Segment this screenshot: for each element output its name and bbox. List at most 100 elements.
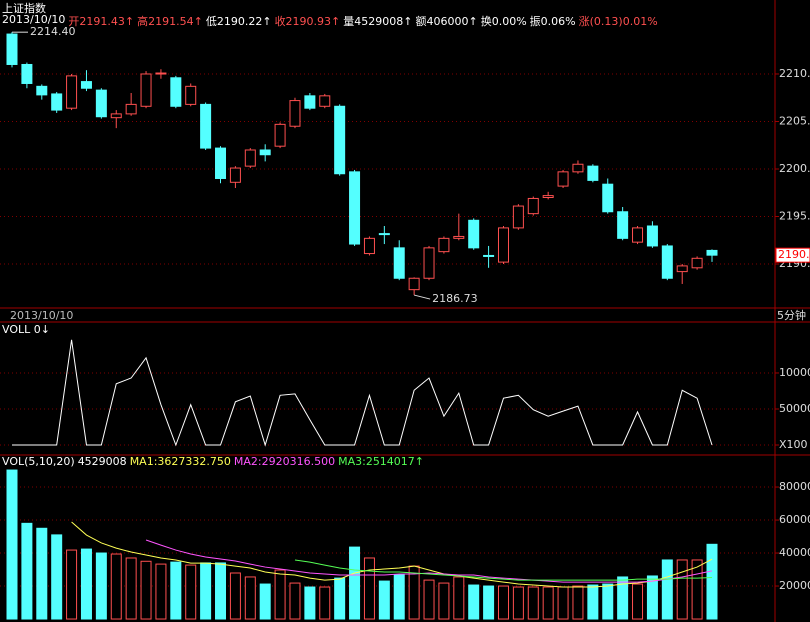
volume-bar [438,582,450,620]
y-tick-label: 2210.0 [779,67,810,80]
annotation-line [414,294,431,300]
volume-bar [691,559,703,620]
volume-bar [244,576,256,620]
candle-body [185,85,197,105]
legend-entry: MA2:2920316.500 [233,455,336,468]
volume-bar [349,546,361,620]
candle-body [304,95,316,109]
candle-body [706,249,718,256]
min-label: 2186.73 [432,292,478,305]
header-title: 上证指数 [2,2,46,15]
y-tick-label: 2205.0 [779,114,810,127]
y-tick-label: 2195.0 [779,209,810,222]
volume-bar [215,562,227,620]
candle-body [393,247,405,279]
candle-body [274,123,286,147]
candle-body [542,195,554,198]
candle-body [110,113,122,119]
volume-bar [512,586,524,620]
header-item: 开2191.43↑ [68,15,135,28]
volume-bar [393,574,405,620]
volume-bar [21,522,33,620]
candle-body [215,147,227,179]
candle-body [617,211,629,239]
candle-body [483,254,495,257]
candle-body [21,63,33,84]
candle-body [95,89,107,118]
candle-body [468,219,480,249]
volume-bar [527,586,539,620]
candle-body [36,85,48,96]
candle-body [438,237,450,253]
volume-bar [602,583,614,620]
header-item: 高2191.54↑ [137,15,203,28]
candle-body [244,149,256,167]
volume-bar [483,585,495,620]
candle-body [259,149,271,156]
volume-bar [557,586,569,620]
last-price-box [775,247,810,263]
candle-body [170,77,182,107]
candle-body [140,73,152,107]
volume-bar [170,561,182,620]
ma-line [294,559,713,581]
y-tick-label: 20000 [779,579,810,592]
volume-bar [617,576,629,620]
volume-bar [140,560,152,620]
candle-body [408,277,420,291]
header-item: 额406000↑ [415,15,478,28]
volume-bar [259,583,271,620]
volume-bar [289,582,301,620]
header-item: 收2190.93↑ [274,15,341,28]
header-item: 涨(0.13)0.01% [578,15,658,28]
candle-body [378,233,390,236]
candle-body [632,227,644,243]
candle-body [646,225,658,247]
volume-bar [125,557,137,620]
candle-body [66,75,78,109]
volume-bar [542,586,554,620]
ma-line [71,521,713,588]
y-tick-label: 50000 [779,402,810,415]
candle-body [557,171,569,187]
candle-body [229,167,241,183]
volume-bar [572,585,584,620]
y-tick-label: 2200.0 [779,162,810,175]
volume-bar [110,553,122,620]
candle-body [51,93,63,111]
volume-bar [453,576,465,620]
volume-bar [36,527,48,620]
y-tick-label: X100 [779,438,808,451]
panel-title: VOL(5,10,20) [2,455,75,468]
header-title-row: 上证指数 [2,0,46,16]
volume-bar [706,543,718,620]
candle-body [661,245,673,279]
volume-bar [363,557,375,620]
candle-body [497,227,509,263]
legend-entry: MA3:2514017↑ [338,455,425,468]
candle-body [80,81,92,89]
candle-body [6,33,18,65]
candle-body [363,237,375,255]
volume-bar [80,548,92,620]
volume-bar [229,572,241,620]
volume-bar [497,585,509,620]
volume-bar [51,534,63,620]
volume-bar [185,564,197,620]
y-tick-label: 100000 [779,366,810,379]
date-label: 2013/10/10 [10,309,73,322]
header-date: 2013/10/10 [2,13,66,26]
volume-bar [319,586,331,620]
header-item: 换0.00% [480,15,527,28]
header-item: 量4529008↑ [343,15,413,28]
candle-body [423,247,435,279]
period-label: 5分钟 [777,308,806,322]
volume-bar [95,552,107,620]
volume-bar [468,584,480,620]
legend-entry: 4529008 [77,455,127,468]
legend-entry: MA1:3627332.750 [129,455,231,468]
last-price-label: 2190.9 [778,248,810,261]
panel-title: VOLL 0↓ [2,323,50,336]
